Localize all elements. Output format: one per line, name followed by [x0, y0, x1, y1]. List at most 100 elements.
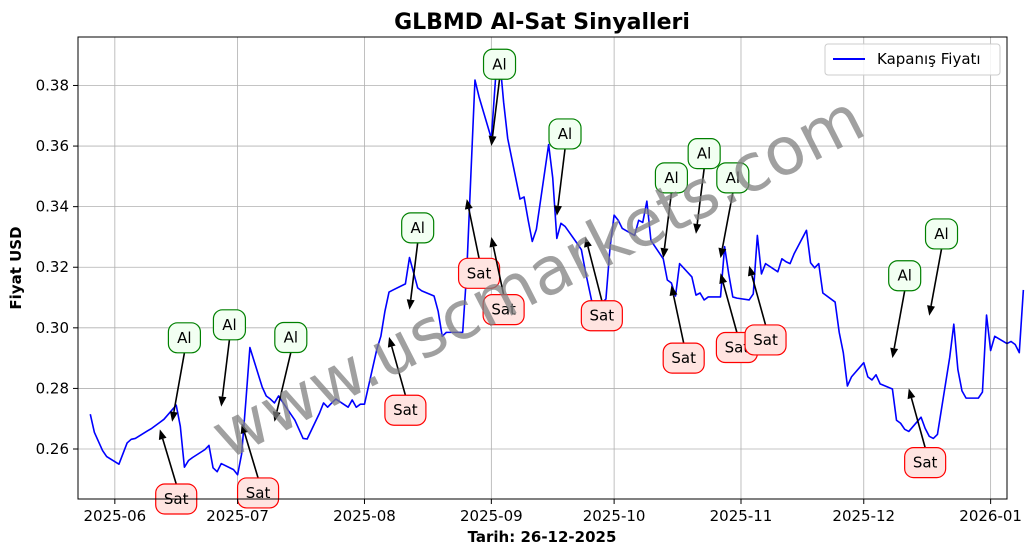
buy-signal: Al — [716, 162, 750, 259]
signal-arrowhead — [584, 236, 592, 248]
signal-label: Al — [726, 169, 740, 187]
signal-arrow — [663, 192, 673, 249]
signal-arrow — [243, 432, 259, 479]
signal-label: Sat — [753, 331, 778, 349]
buy-signal: Al — [272, 321, 308, 422]
y-axis-label: Fiyat USD — [7, 226, 25, 309]
signal-box — [744, 324, 787, 356]
signal-arrowhead — [272, 411, 281, 422]
y-axis-ticks: 0.26 0.28 0.30 0.32 0.34 0.36 0.38 — [36, 76, 78, 458]
signal-arrowhead — [169, 411, 178, 422]
y-tick-label: 0.28 — [36, 379, 69, 397]
y-tick-label: 0.30 — [36, 319, 69, 337]
signal-arrow — [409, 242, 419, 300]
x-tick-label: 2026-01 — [959, 507, 1022, 525]
chart-title: GLBMD Al-Sat Sinyalleri — [394, 10, 690, 35]
signal-box — [654, 162, 689, 194]
sell-signal: Sat — [236, 423, 280, 509]
y-tick-label: 0.36 — [36, 137, 69, 155]
signal-arrowhead — [660, 247, 669, 259]
buy-signal: Al — [687, 138, 721, 234]
signal-arrowhead — [240, 423, 249, 434]
x-tick-label: 2025-11 — [710, 507, 773, 525]
y-tick-label: 0.32 — [36, 258, 69, 276]
legend-box — [824, 43, 1001, 76]
signal-annotations: Al Al Al Al Al Al Al Al Al Al Al Sat Sat Sat Sat Sat Sat… — [155, 48, 959, 515]
buy-signal: Al — [167, 322, 202, 422]
sell-signal: Sat — [384, 336, 427, 426]
signal-arrow — [672, 295, 685, 344]
sell-signal: Sat — [904, 388, 947, 479]
signal-arrow — [557, 148, 566, 206]
signal-arrowhead — [927, 305, 935, 316]
signal-label: Al — [897, 267, 911, 285]
buy-signal: Al — [654, 162, 689, 259]
signal-label: Al — [492, 55, 506, 73]
signal-box — [904, 447, 947, 479]
signal-arrow — [491, 79, 501, 137]
signal-label: Al — [664, 169, 678, 187]
buy-signal: Al — [548, 118, 582, 216]
legend-label: Kapanış Fiyatı — [877, 50, 981, 68]
signal-box — [274, 321, 308, 354]
signal-box — [548, 118, 582, 150]
signal-label: Sat — [491, 301, 516, 319]
price-line-layer — [89, 55, 1025, 476]
signal-label: Al — [697, 145, 711, 163]
signal-label: Al — [222, 316, 236, 334]
signal-arrowhead — [669, 285, 678, 297]
x-tick-label: 2025-12 — [832, 507, 895, 525]
sell-signal: Sat — [457, 199, 501, 289]
sell-signal: Sat — [580, 236, 623, 332]
signal-arrow — [468, 208, 480, 259]
x-axis-ticks: 2025-06 2025-07 2025-08 2025-09 2025-10 2025-… — [83, 499, 1022, 525]
signal-label: Al — [177, 329, 191, 347]
signal-box — [482, 294, 525, 326]
signal-arrow — [721, 192, 734, 249]
signal-arrowhead — [554, 205, 563, 216]
signal-arrow — [722, 282, 738, 333]
signal-arrowhead — [890, 347, 899, 359]
signal-box — [888, 260, 922, 292]
signal-box — [580, 300, 623, 332]
signal-arrow — [910, 397, 926, 448]
buy-signal: Al — [924, 218, 959, 316]
signal-box — [482, 48, 517, 80]
signal-box — [662, 342, 705, 374]
x-tick-label: 2025-09 — [460, 507, 523, 525]
signal-arrow — [275, 352, 292, 413]
signal-box — [716, 162, 750, 194]
x-tick-label: 2025-07 — [206, 507, 269, 525]
signal-arrowhead — [719, 273, 728, 285]
signal-arrowhead — [488, 135, 497, 147]
signal-arrowhead — [218, 396, 227, 407]
plot-frame — [77, 36, 1008, 500]
signal-arrow — [587, 246, 603, 301]
signal-label: Al — [284, 329, 298, 347]
signal-arrowhead — [158, 429, 167, 441]
y-tick-label: 0.38 — [36, 76, 69, 94]
signal-arrowhead — [907, 388, 916, 400]
y-tick-label: 0.34 — [36, 198, 69, 216]
signal-arrow — [492, 246, 505, 295]
sell-signal: Sat — [482, 236, 525, 326]
signal-arrow — [751, 275, 767, 326]
signal-box — [924, 218, 959, 250]
signal-box — [212, 309, 247, 341]
x-tick-label: 2025-10 — [583, 507, 646, 525]
signal-box — [384, 394, 427, 426]
signal-box — [401, 212, 435, 244]
buy-signal: Al — [401, 212, 435, 310]
x-tick-label: 2025-08 — [333, 507, 396, 525]
signal-label: Sat — [467, 264, 492, 282]
signal-label: Al — [558, 125, 572, 143]
buy-signal: Al — [212, 309, 247, 407]
signal-box — [167, 322, 202, 354]
signal-arrowhead — [693, 223, 702, 234]
signal-arrowhead — [718, 247, 727, 259]
signal-arrow — [161, 438, 177, 485]
signal-label: Al — [934, 225, 948, 243]
signal-label: Sat — [671, 349, 696, 367]
series-line — [89, 55, 1025, 476]
signal-arrow — [173, 352, 186, 413]
